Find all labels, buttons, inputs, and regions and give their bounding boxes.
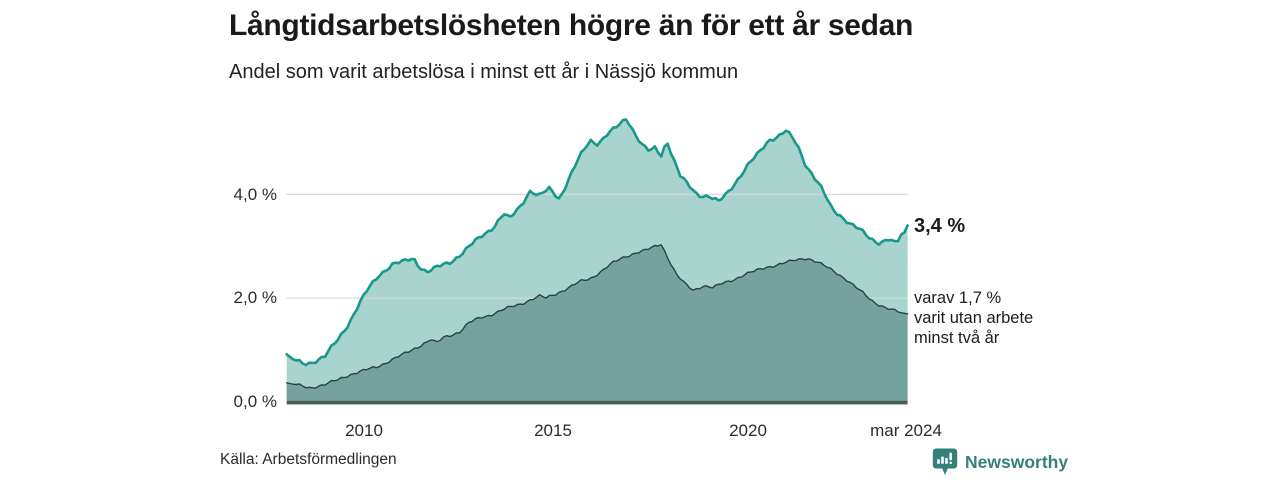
- source-note: Källa: Arbetsförmedlingen: [220, 451, 397, 468]
- brand-lockup: Newsworthy: [932, 448, 1068, 476]
- brand-name: Newsworthy: [965, 451, 1069, 472]
- newsworthy-logo-icon: [932, 448, 958, 475]
- annotation-line-1: varav 1,7 %: [914, 289, 1002, 307]
- y-tick-2: 2,0 %: [233, 288, 277, 307]
- x-tick-2015: 2015: [534, 421, 572, 440]
- y-tick-4: 4,0 %: [233, 185, 277, 204]
- page-title: Långtidsarbetslösheten högre än för ett …: [229, 9, 914, 42]
- x-tick-2020: 2020: [729, 421, 767, 440]
- y-tick-0: 0,0 %: [233, 392, 277, 411]
- x-tick-2010: 2010: [345, 421, 383, 440]
- end-value-label-total: 3,4 %: [914, 215, 966, 237]
- series-lines: [285, 118, 909, 389]
- end-annotation-long: varav 1,7 % varit utan arbete minst två …: [914, 288, 1033, 348]
- x-axis-baseline: [286, 400, 908, 405]
- annotation-line-2: varit utan arbete: [914, 309, 1034, 327]
- annotation-line-3: minst två år: [914, 329, 1000, 347]
- area-long-fill: [286, 244, 908, 402]
- x-tick-mar-2024: mar 2024: [870, 421, 942, 440]
- page-subtitle: Andel som varit arbetslösa i minst ett å…: [229, 61, 739, 83]
